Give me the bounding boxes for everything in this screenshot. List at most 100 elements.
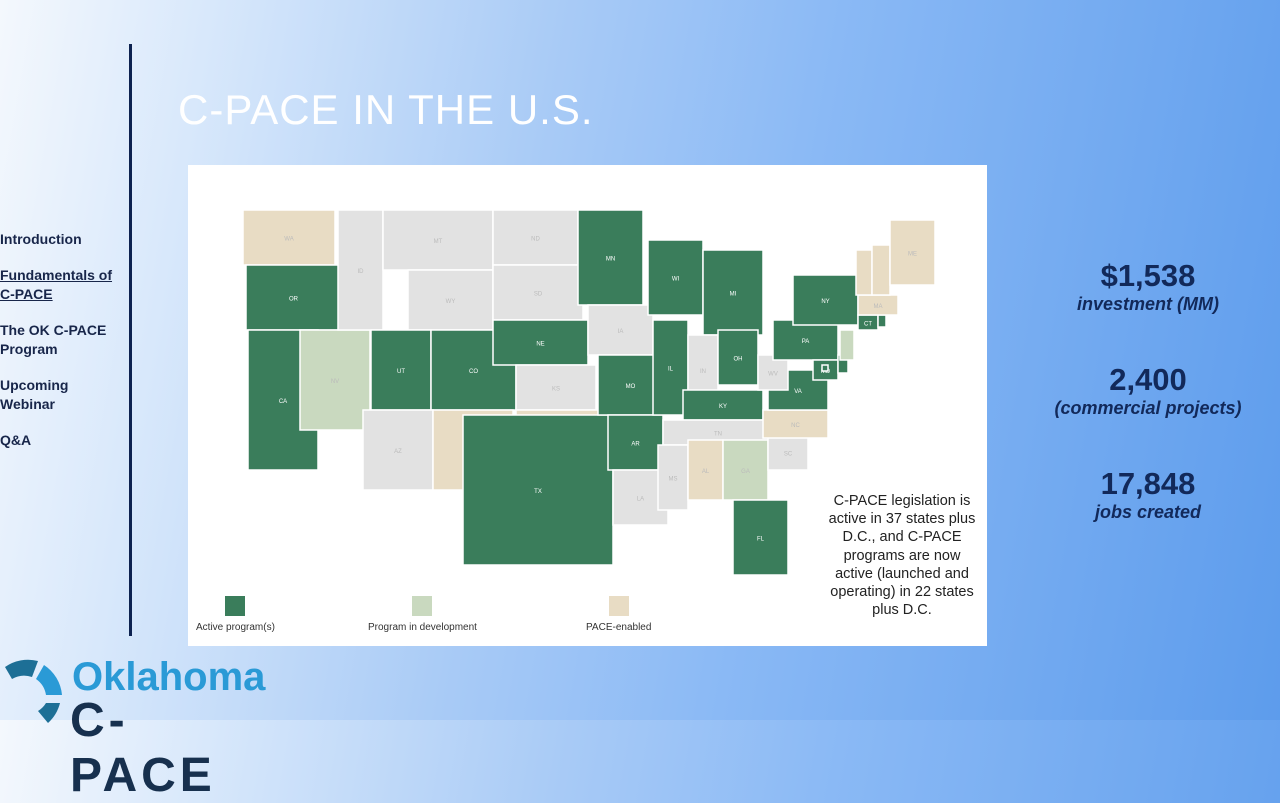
- stat-value: $1,538: [1100, 258, 1196, 293]
- state-ky: [682, 389, 764, 421]
- state-label: AR: [631, 442, 640, 448]
- agenda-nav: Introduction Fundamentals of C-PACE The …: [0, 230, 125, 467]
- state-label: NV: [331, 379, 339, 385]
- stat-label: jobs created: [1094, 502, 1202, 522]
- legend-label: Active program(s): [196, 622, 275, 633]
- state-il: [652, 319, 689, 416]
- state-tx: [462, 414, 614, 566]
- state-label: MS: [669, 477, 678, 483]
- state-label: GA: [741, 469, 750, 475]
- state-dc: [821, 364, 829, 372]
- state-id: [337, 209, 384, 331]
- state-label: SC: [784, 452, 793, 458]
- nav-ok-program[interactable]: The OK C-PACE Program: [0, 322, 107, 357]
- state-label: IL: [668, 367, 674, 373]
- state-sd: [492, 264, 584, 321]
- state-label: TN: [714, 432, 722, 438]
- state-label: MI: [730, 292, 737, 298]
- stat-jobs: 17,848 jobs created: [1030, 466, 1266, 523]
- state-nv: [299, 329, 371, 431]
- state-vt: [855, 249, 873, 296]
- state-label: LA: [637, 497, 644, 503]
- state-label: FL: [757, 537, 765, 543]
- state-label: NY: [821, 299, 829, 305]
- state-label: ND: [531, 237, 540, 243]
- state-az: [362, 409, 434, 491]
- legend-swatch: [608, 596, 629, 616]
- state-oh: [717, 329, 759, 386]
- state-label: OR: [289, 297, 299, 303]
- divider: [129, 44, 132, 636]
- state-label: KY: [719, 404, 727, 410]
- state-label: PA: [802, 339, 810, 345]
- state-label: MD: [821, 369, 831, 375]
- state-ny: [792, 274, 859, 326]
- state-ga: [722, 439, 769, 501]
- state-label: WA: [284, 237, 293, 243]
- state-label: VA: [794, 389, 802, 395]
- legend-swatch: [225, 596, 246, 616]
- state-label: NE: [536, 342, 544, 348]
- legend-development: Program in development: [368, 596, 477, 633]
- state-label: CA: [279, 399, 287, 405]
- state-label: IA: [618, 329, 624, 335]
- stat-projects: 2,400 (commercial projects): [1030, 362, 1266, 419]
- state-label: UT: [397, 369, 405, 375]
- logo-mark-icon: [5, 659, 62, 723]
- state-mo: [597, 354, 664, 416]
- state-fl: [732, 499, 789, 576]
- state-label: WV: [768, 372, 778, 378]
- state-wa: [242, 209, 336, 266]
- stat-value: 17,848: [1100, 466, 1196, 501]
- state-ia: [587, 304, 654, 356]
- legend-pace-enabled: PACE-enabled: [586, 596, 651, 633]
- state-label: CT: [864, 322, 872, 328]
- nav-qa[interactable]: Q&A: [0, 432, 32, 448]
- map-card: WAORCANVIDMTWYUTCOAZNMNDSDNEKSOKTXMNIAMO…: [188, 165, 987, 646]
- state-label: MT: [434, 239, 443, 245]
- state-label: MA: [874, 304, 883, 310]
- state-label: TX: [534, 489, 542, 495]
- logo-text: Oklahoma: [72, 655, 266, 699]
- state-wy: [407, 269, 494, 331]
- legislation-note: C-PACE legislation is active in 37 state…: [828, 493, 976, 619]
- stat-label: investment (MM): [1076, 294, 1219, 314]
- legend-label: Program in development: [368, 622, 477, 633]
- state-mn: [577, 209, 644, 306]
- state-ut: [370, 329, 432, 411]
- state-label: AL: [702, 469, 710, 475]
- state-ri: [877, 314, 887, 328]
- page-title: C-PACE IN THE U.S.: [178, 86, 594, 133]
- state-nh: [871, 244, 891, 296]
- state-label: CO: [469, 369, 478, 375]
- stat-value: 2,400: [1109, 362, 1187, 397]
- state-label: ID: [358, 269, 365, 275]
- state-label: WY: [446, 299, 456, 305]
- state-pa: [772, 319, 839, 361]
- stat-investment: $1,538 investment (MM): [1030, 258, 1266, 315]
- state-wi: [647, 239, 704, 316]
- state-label: MO: [626, 384, 636, 390]
- state-label: NC: [791, 423, 800, 429]
- stat-label: (commercial projects): [1054, 398, 1242, 418]
- nav-introduction[interactable]: Introduction: [0, 231, 82, 247]
- legend-active: Active program(s): [196, 596, 275, 633]
- state-label: KS: [552, 387, 560, 393]
- state-label: ME: [908, 252, 917, 258]
- state-label: SD: [534, 292, 543, 298]
- state-me: [889, 219, 936, 286]
- state-label: WI: [672, 277, 680, 283]
- state-ne: [492, 319, 589, 366]
- state-label: OH: [734, 357, 743, 363]
- state-label: IN: [700, 369, 706, 375]
- state-label: MN: [606, 257, 615, 263]
- state-nj: [839, 329, 855, 361]
- legend-label: PACE-enabled: [586, 622, 652, 633]
- state-label: AZ: [394, 449, 402, 455]
- state-al: [687, 439, 724, 501]
- state-nd: [492, 209, 579, 266]
- nav-fundamentals[interactable]: Fundamentals of C-PACE: [0, 267, 113, 302]
- logo-text: C-PACE: [70, 694, 216, 802]
- nav-upcoming-webinar[interactable]: Upcoming Webinar: [0, 377, 69, 412]
- state-wv: [757, 354, 789, 391]
